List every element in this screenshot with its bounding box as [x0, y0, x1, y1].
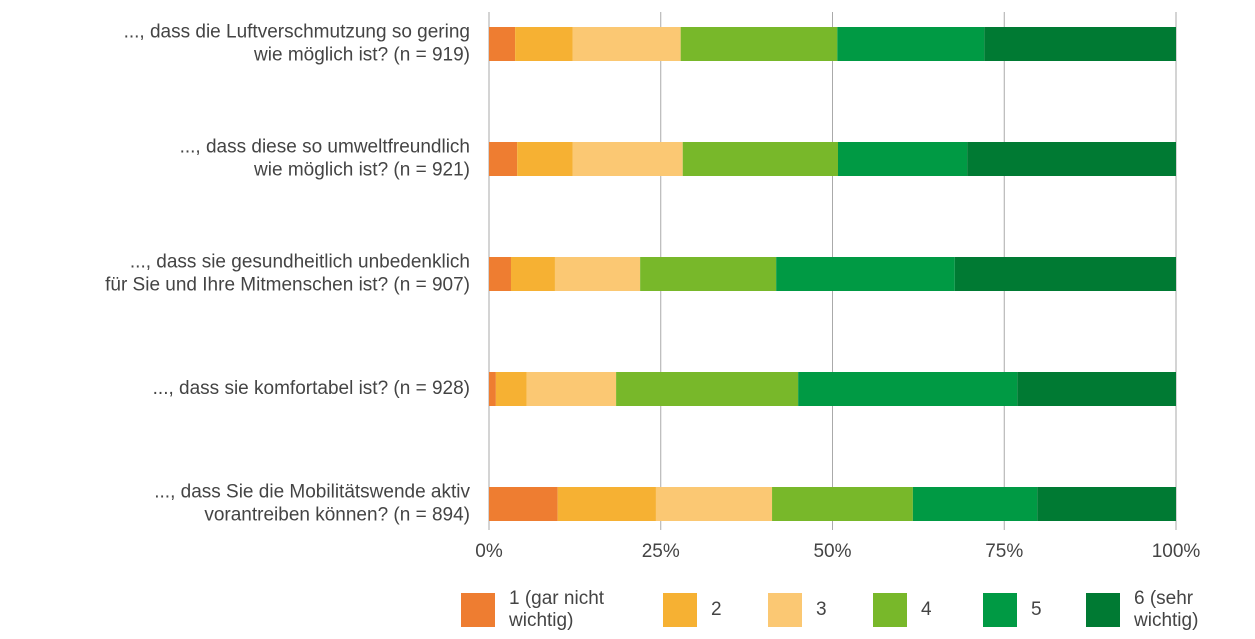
legend-label: 1 (gar nicht wichtig)	[509, 588, 605, 631]
bar-segment	[682, 142, 838, 176]
legend-swatch	[461, 593, 495, 627]
x-tick-label: 75%	[985, 541, 1023, 562]
bar-segment	[554, 257, 641, 291]
bar-segment	[680, 27, 838, 61]
category-label: ..., dass Sie die Mobilitätswende aktiv	[154, 482, 470, 503]
legend-label: 4	[921, 599, 932, 620]
legend-swatch	[768, 593, 802, 627]
legend-swatch	[1086, 593, 1120, 627]
bar-segment	[616, 372, 799, 406]
bar-segment	[489, 27, 516, 61]
bar-segment	[967, 142, 1176, 176]
bar-segment	[912, 487, 1038, 521]
bar-segment	[517, 142, 573, 176]
bar-segment	[489, 487, 558, 521]
bar-segment	[984, 27, 1176, 61]
legend-label: 3	[816, 599, 827, 620]
legend-label: 2	[711, 599, 722, 620]
bar-segment	[495, 372, 527, 406]
x-tick-label: 0%	[475, 541, 503, 562]
category-label: ..., dass sie komfortabel ist? (n = 928)	[153, 378, 470, 399]
category-label: wie möglich ist? (n = 921)	[253, 160, 470, 181]
bar-segment	[515, 27, 573, 61]
x-tick-label: 100%	[1152, 541, 1201, 562]
bar-segment	[510, 257, 555, 291]
category-label: vorantreiben können? (n = 894)	[204, 505, 470, 526]
bar-segment	[776, 257, 955, 291]
category-label: wie möglich ist? (n = 919)	[253, 45, 470, 66]
bar-segment	[526, 372, 617, 406]
bar-segment	[837, 142, 968, 176]
bar-segment	[1037, 487, 1176, 521]
bar-segment	[572, 142, 683, 176]
x-tick-label: 25%	[642, 541, 680, 562]
bar-segment	[655, 487, 773, 521]
category-label: ..., dass diese so umweltfreundlich	[180, 137, 470, 158]
bar-segment	[1017, 372, 1176, 406]
bar-segment	[772, 487, 913, 521]
bar-segment	[572, 27, 681, 61]
legend-swatch	[663, 593, 697, 627]
legend-label: 6 (sehr wichtig)	[1134, 588, 1199, 631]
category-label: ..., dass sie gesundheitlich unbedenklic…	[130, 252, 470, 273]
bar-segment	[798, 372, 1018, 406]
bar-segment	[489, 372, 496, 406]
category-label: ..., dass die Luftverschmutzung so gerin…	[124, 22, 470, 43]
legend-swatch	[983, 593, 1017, 627]
bar-segment	[640, 257, 777, 291]
bar-segment	[489, 142, 518, 176]
bar-segment	[489, 257, 511, 291]
x-tick-label: 50%	[813, 541, 851, 562]
bar-segment	[557, 487, 656, 521]
legend-label: 5	[1031, 599, 1042, 620]
bar-segment	[837, 27, 985, 61]
legend-swatch	[873, 593, 907, 627]
category-label: für Sie und Ihre Mitmenschen ist? (n = 9…	[105, 275, 470, 296]
bar-segment	[954, 257, 1176, 291]
